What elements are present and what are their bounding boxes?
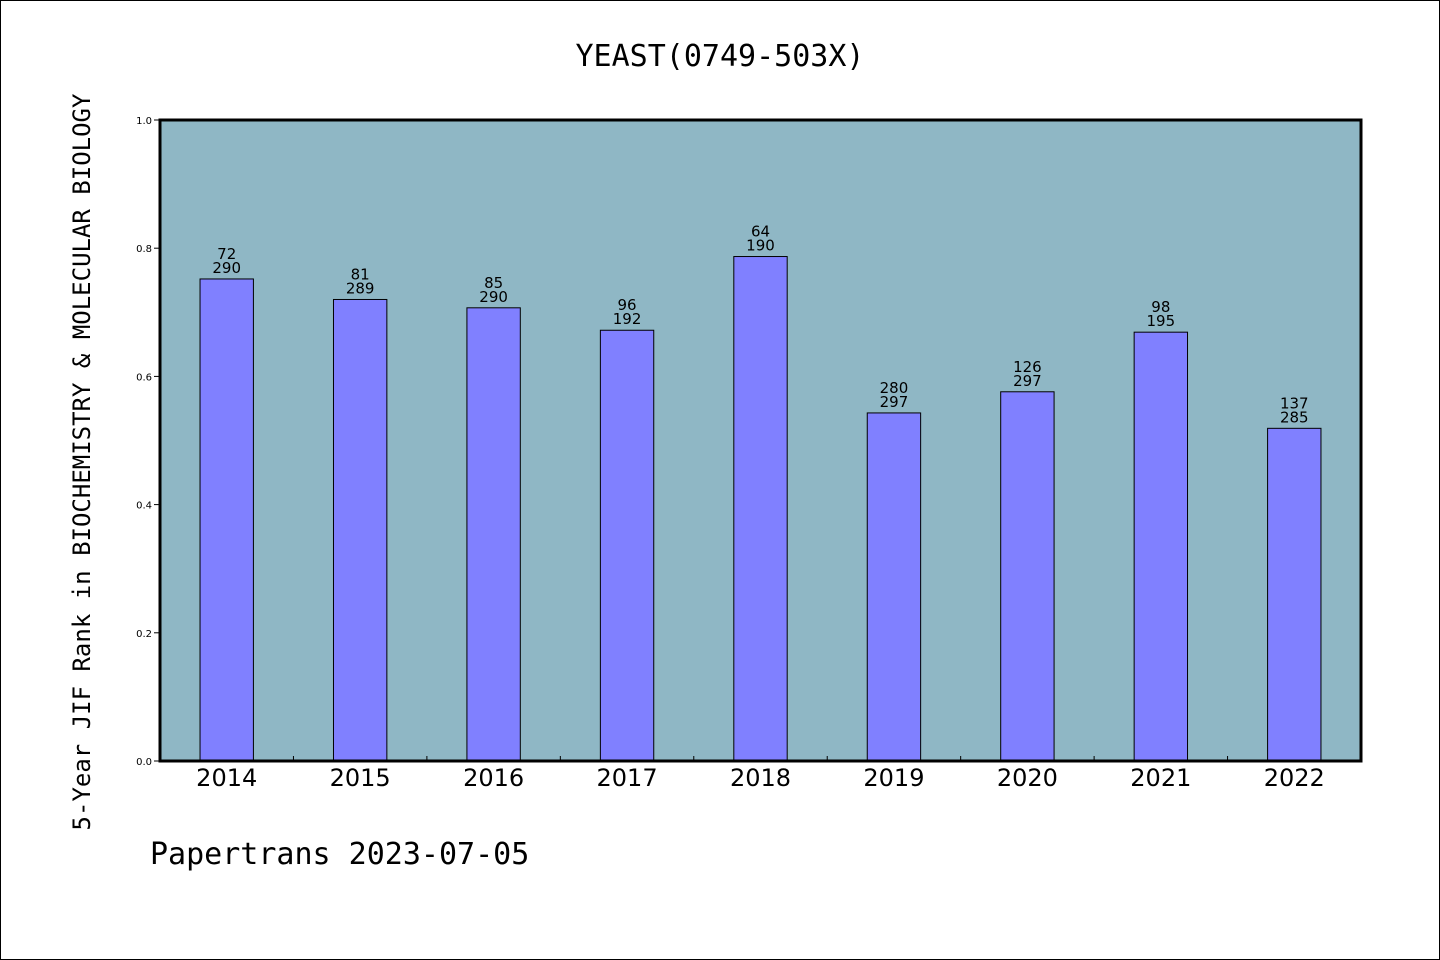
data-label-total: 195 (1147, 312, 1176, 330)
data-label-total: 285 (1280, 408, 1309, 426)
y-tick-label: 1.0 (136, 116, 152, 127)
footer-text: Papertrans 2023-07-05 (150, 837, 529, 872)
x-tick-label: 2014 (196, 764, 257, 792)
plot-border (158, 118, 1363, 763)
bar-2020 (1000, 391, 1055, 762)
bar-2016 (466, 307, 521, 762)
x-tick-label: 2017 (597, 764, 658, 792)
y-ticks-group: 0.0 0.2 0.4 0.6 0.8 1.0 (136, 116, 160, 768)
x-tick-label: 2019 (863, 764, 924, 792)
x-tick-label: 2022 (1264, 764, 1325, 792)
data-label-rank: 126 (1013, 358, 1042, 376)
data-label-rank: 85 (484, 274, 503, 292)
bar-2017 (599, 329, 655, 762)
y-axis-label: 5-Year JIF Rank in BIOCHEMISTRY & MOLECU… (68, 93, 96, 830)
data-label-rank: 98 (1151, 298, 1170, 316)
bar-2021 (1133, 331, 1189, 762)
x-tick-label: 2018 (730, 764, 791, 792)
data-label-total: 192 (613, 310, 642, 328)
y-tick-label: 0.0 (136, 757, 152, 768)
bar-2014 (199, 278, 254, 762)
x-tick-label: 2020 (997, 764, 1058, 792)
data-label-total: 297 (880, 393, 909, 411)
x-tick-label: 2015 (330, 764, 391, 792)
x-tick-label: 2021 (1130, 764, 1191, 792)
y-tick-label: 0.6 (136, 372, 152, 383)
x-ticks-group: 2014 2015 2016 2017 2018 2019 2020 2021 2022 (196, 756, 1325, 792)
bar-2022 (1267, 427, 1322, 762)
y-tick-label: 0.8 (136, 244, 152, 255)
data-label-total: 290 (479, 288, 508, 306)
bar-2015 (332, 298, 388, 762)
data-label-rank: 72 (217, 245, 236, 263)
chart-title: YEAST(0749-503X) (576, 39, 865, 74)
data-label-rank: 96 (618, 296, 637, 314)
data-label-rank: 64 (751, 223, 770, 241)
y-tick-label: 0.4 (136, 501, 152, 512)
bar-2019 (866, 412, 922, 762)
data-label-rank: 137 (1280, 394, 1309, 412)
data-label-total: 190 (746, 237, 775, 255)
data-label-rank: 280 (880, 379, 909, 397)
data-label-total: 290 (212, 259, 241, 277)
bar-2018 (733, 256, 788, 762)
data-label-rank: 81 (351, 265, 370, 283)
data-label-total: 297 (1013, 372, 1042, 390)
y-tick-label: 0.2 (136, 629, 152, 640)
data-label-total: 289 (346, 279, 375, 297)
x-tick-label: 2016 (463, 764, 524, 792)
